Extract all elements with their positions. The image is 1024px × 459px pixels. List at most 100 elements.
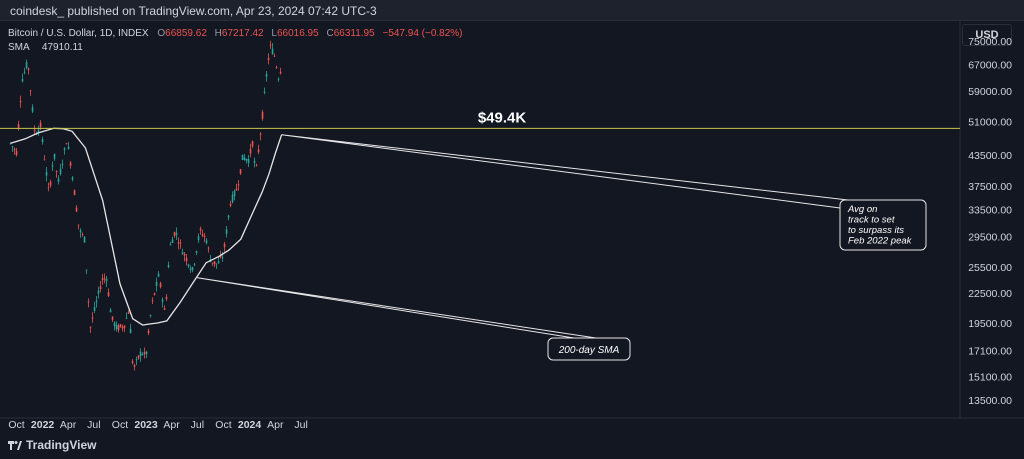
candle-body <box>101 278 104 281</box>
candle-body <box>187 264 190 267</box>
candle-series <box>9 40 282 371</box>
candle-body <box>103 278 106 280</box>
candle-body <box>173 232 176 236</box>
price-tick-label: 33500.00 <box>968 205 1012 217</box>
currency-button[interactable]: USD <box>962 24 1012 46</box>
sma-callout-box <box>547 337 631 361</box>
candle-body <box>115 324 118 330</box>
peak-callout-line: track to set <box>848 215 895 226</box>
candle-body <box>131 361 134 364</box>
price-tick-label: 17100.00 <box>968 345 1012 357</box>
candle-body <box>221 257 224 258</box>
candle-body <box>205 240 208 244</box>
symbol-name[interactable]: Bitcoin / U.S. Dollar, 1D, INDEX <box>8 28 149 39</box>
open-label: O <box>157 28 166 39</box>
candle-body <box>179 242 182 244</box>
high-value: 67217.42 <box>221 28 264 39</box>
candle-body <box>171 239 174 244</box>
candle-body <box>35 133 38 135</box>
candle-body <box>233 190 236 196</box>
candle-body <box>21 79 24 82</box>
candle-body <box>99 286 102 290</box>
candle-body <box>139 351 142 356</box>
candle-body <box>223 243 226 248</box>
candle-body <box>191 267 194 271</box>
tradingview-footer[interactable]: TradingView <box>8 438 96 453</box>
candle-body <box>55 170 58 172</box>
candle-body <box>47 186 50 188</box>
candle-body <box>217 261 220 264</box>
candle-body <box>53 153 56 159</box>
candle-body <box>119 324 122 327</box>
published-info: coindesk_ published on TradingView.com, … <box>10 4 377 18</box>
candle-body <box>165 296 168 300</box>
candle-body <box>213 261 216 265</box>
price-tick-label: 29500.00 <box>968 231 1012 243</box>
candle-body <box>93 307 96 311</box>
candle-body <box>157 273 160 277</box>
candle-body <box>49 181 52 186</box>
candle-body <box>269 44 272 46</box>
candle-body <box>189 268 192 270</box>
level-label: $49.4K <box>478 109 527 126</box>
candle-body <box>51 165 54 167</box>
sma-label[interactable]: SMA <box>8 42 30 53</box>
price-tick-label: 22500.00 <box>968 288 1012 300</box>
candle-body <box>77 224 80 226</box>
candle-body <box>263 91 266 93</box>
time-tick-label: 2024 <box>238 419 262 431</box>
candle-body <box>177 242 180 244</box>
candle-body <box>163 308 166 310</box>
price-tick-label: 19500.00 <box>968 318 1012 330</box>
candle-body <box>261 111 264 119</box>
candle-body <box>197 236 200 240</box>
time-tick-label: Apr <box>60 419 77 431</box>
candle-body <box>45 171 48 176</box>
candle-body <box>229 203 232 206</box>
candle-body <box>19 100 22 102</box>
peak-callout-pointer <box>281 134 849 209</box>
candle-body <box>105 278 108 282</box>
candle-body <box>111 316 114 320</box>
high-label: H <box>214 28 222 39</box>
candle-body <box>145 351 148 354</box>
candle-body <box>243 157 246 161</box>
top-bar: coindesk_ published on TradingView.com, … <box>0 0 1024 21</box>
price-tick-label: 43500.00 <box>968 150 1012 162</box>
candle-body <box>207 247 210 249</box>
price-tick-label: 37500.00 <box>968 181 1012 193</box>
candle-body <box>249 148 252 154</box>
candle-body <box>71 177 74 180</box>
candle-body <box>201 234 204 236</box>
candle-body <box>245 159 248 161</box>
candle-body <box>195 251 198 253</box>
change-value: −547.94 (−0.82%) <box>382 28 463 39</box>
candle-body <box>89 326 92 328</box>
candle-body <box>113 322 116 327</box>
line-layer <box>10 127 283 326</box>
candle-body <box>15 150 18 156</box>
candle-body <box>183 253 186 256</box>
sma-callout-label: 200-day SMA <box>558 345 620 356</box>
candle-body <box>167 264 170 268</box>
candle-body <box>247 159 250 164</box>
time-axis[interactable]: Oct 2022 Apr Jul Oct 2023 Apr Jul Oct 2024 Apr Jul <box>8 419 308 431</box>
time-tick-label: 2022 <box>31 419 55 431</box>
candle-body <box>203 235 206 237</box>
candle-body <box>155 282 158 287</box>
time-tick-label: Apr <box>267 419 284 431</box>
price-axis[interactable]: 75000.00 67000.00 59000.00 51000.00 43500.00… <box>968 36 1012 407</box>
candle-body <box>143 352 146 355</box>
candle-body <box>135 359 138 360</box>
candle-body <box>29 90 32 92</box>
candle-body <box>9 142 12 144</box>
close-label: C <box>326 28 334 39</box>
sma-value: 47910.11 <box>41 42 83 53</box>
candle-body <box>121 326 124 329</box>
candle-body <box>265 74 268 77</box>
candle-body <box>59 169 62 175</box>
candle-body <box>83 236 86 243</box>
low-label: L <box>271 28 277 39</box>
candle-body <box>215 263 218 265</box>
